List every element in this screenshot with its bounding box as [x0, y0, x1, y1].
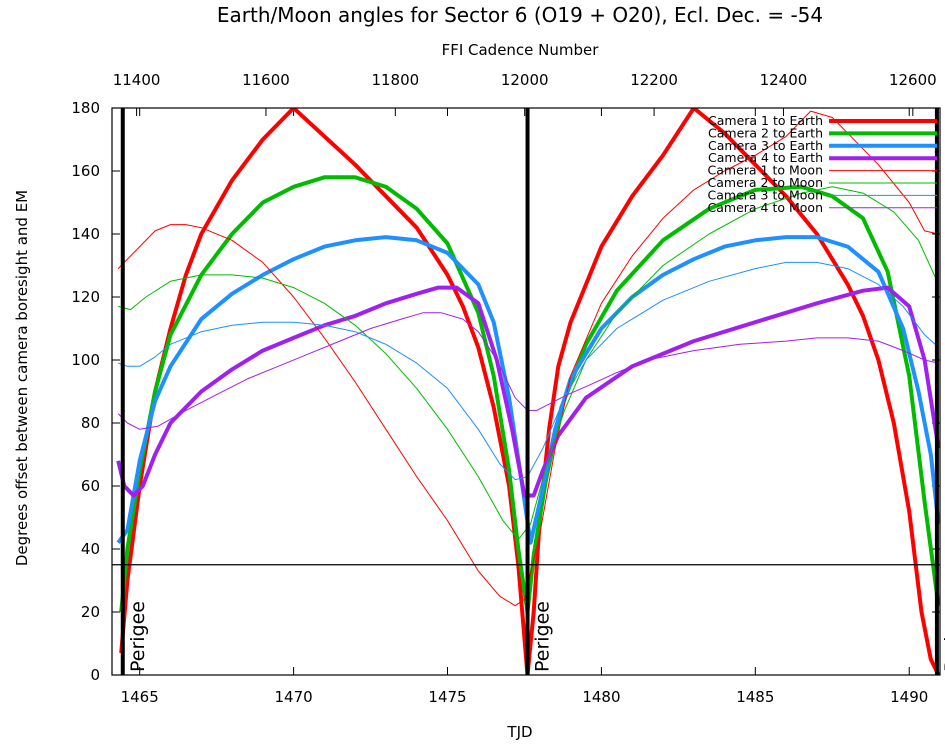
annotation-layer: Perigee Perigee Perigee: [112, 108, 945, 675]
x-tick-label: 1485: [736, 688, 774, 706]
plot-frame: [111, 107, 941, 676]
y-axis-title: Degrees offset between camera boresight …: [13, 190, 31, 566]
legend-label: Camera 2 to Earth: [708, 125, 823, 140]
y-tick-label: 20: [81, 603, 100, 621]
y-tick-label: 0: [90, 666, 100, 684]
legend-label: Camera 2 to Moon: [708, 175, 823, 190]
y-tick-label: 100: [71, 351, 100, 369]
x2-tick-label: 12400: [760, 71, 808, 89]
y-tick-label: 40: [81, 540, 100, 558]
x2-tick-label: 11800: [371, 71, 419, 89]
series-line-camera-1-to-moon: [117, 110, 939, 607]
x-tick-label: 1465: [121, 688, 159, 706]
series-line-camera-1-to-earth: [119, 108, 940, 675]
x2-tick-label: 12200: [630, 71, 678, 89]
x-tick-label: 1490: [890, 688, 928, 706]
y-tick-label: 60: [81, 477, 100, 495]
series-line-camera-2-to-earth: [119, 175, 940, 614]
x2-axis-title: FFI Cadence Number: [442, 41, 600, 59]
y-tick-label: 140: [71, 225, 100, 243]
chart-title: Earth/Moon angles for Sector 6 (O19 + O2…: [217, 3, 823, 27]
series-line-camera-4-to-moon: [117, 312, 939, 430]
legend-label: Camera 3 to Earth: [708, 138, 823, 153]
series-line-camera-4-to-earth: [116, 285, 940, 498]
y-tick-label: 80: [81, 414, 100, 432]
y-tick-label: 180: [71, 99, 100, 117]
perigee-label: Perigee: [532, 601, 554, 672]
legend-label: Camera 4 to Earth: [708, 150, 823, 165]
x2-tick-label: 11400: [113, 71, 161, 89]
x2-tick-label: 12600: [889, 71, 937, 89]
y-tick-label: 160: [71, 162, 100, 180]
perigee-label: Perigee: [941, 601, 945, 672]
legend-label: Camera 3 to Moon: [708, 187, 823, 202]
legend-label: Camera 1 to Earth: [708, 113, 823, 128]
x2-tick-label: 11600: [242, 71, 290, 89]
x-axis-title: TJD: [506, 723, 532, 741]
x-tick-label: 1480: [582, 688, 620, 706]
perigee-label: Perigee: [127, 601, 149, 672]
x2-tick-label: 12000: [501, 71, 549, 89]
legend-label: Camera 4 to Moon: [708, 200, 823, 215]
y-tick-label: 120: [71, 288, 100, 306]
series-line-camera-3-to-moon: [118, 261, 939, 481]
plot-area: 1465 1470 1475 1480 1485 1490 11400 11600 11800 1…: [71, 71, 940, 706]
x-tick-label: 1470: [275, 688, 313, 706]
x-tick-label: 1475: [428, 688, 466, 706]
series-line-camera-2-to-moon: [118, 186, 939, 540]
legend-label: Camera 1 to Moon: [708, 163, 823, 178]
